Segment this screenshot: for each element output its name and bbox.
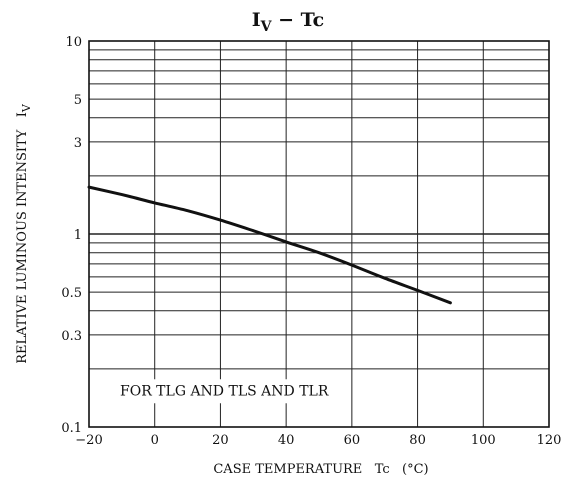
y-tick-label: 1 [74,228,82,243]
series-line [87,185,452,305]
plot-border [88,40,550,428]
x-tick-label: −20 [75,433,102,448]
x-tick-label: 40 [278,433,295,448]
y-tick-label: 0.5 [61,286,82,301]
x-tick-label: 120 [537,433,562,448]
series-layer [87,185,452,305]
plot-frame [88,40,550,428]
chart-title: IV − Tc [252,9,324,35]
y-tick-label: 5 [74,93,82,108]
grid [89,41,549,427]
x-axis-ticks: −20 0 20 40 60 80 100 120 [75,433,561,448]
x-tick-label: 20 [212,433,229,448]
x-axis-label: CASE TEMPERATURE Tc (°C) [213,462,428,477]
title-rest: − Tc [272,9,325,31]
x-tick-label: 60 [344,433,361,448]
y-tick-label: 3 [74,136,82,151]
x-tick-label: 100 [471,433,496,448]
y-axis-label: RELATIVE LUMINOUS INTENSITY IV [15,103,33,364]
y-axis-ticks: 0.1 0.3 0.5 1 3 5 10 [61,35,82,436]
annotation-background [112,379,337,404]
x-tick-label: 0 [151,433,159,448]
y-tick-label: 0.1 [61,421,82,436]
chart-title-text: IV − Tc [252,9,324,35]
title-base: I [252,9,261,31]
annotation-text: FOR TLG AND TLS AND TLR [120,383,329,399]
y-tick-label: 0.3 [61,329,82,344]
title-subscript: V [260,19,273,35]
y-tick-label: 10 [65,35,82,50]
x-tick-label: 80 [409,433,426,448]
